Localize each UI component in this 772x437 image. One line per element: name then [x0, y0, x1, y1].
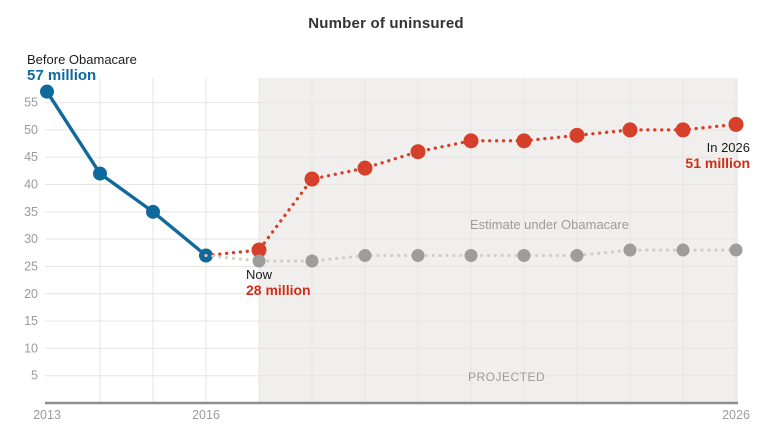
data-point-blue-2014: [93, 166, 107, 181]
annotation-now: Now 28 million: [246, 267, 311, 299]
annotation-projected-region-label: PROJECTED: [468, 370, 546, 384]
series-line-red: [204, 122, 738, 258]
x-axis-tick-label: 2026: [722, 408, 750, 422]
y-axis-tick-label: 30: [24, 232, 38, 246]
data-point-red-2023: [569, 127, 585, 143]
y-axis-tick-label: 15: [24, 314, 38, 328]
data-point-red-2018: [304, 171, 320, 187]
data-point-gray-2026: [729, 243, 743, 257]
y-axis-tick-label: 5: [31, 369, 38, 383]
annotation-before-value: 57 million: [27, 67, 97, 85]
annotation-in2026-value: 51 million: [685, 155, 750, 172]
y-axis-tick-label: 45: [24, 150, 38, 164]
annotation-in2026-label: In 2026: [706, 140, 750, 155]
data-point-gray-2019: [358, 249, 372, 263]
data-point-gray-2022: [517, 249, 531, 263]
data-point-red-2020: [410, 144, 426, 160]
y-axis-tick-label: 50: [24, 123, 38, 137]
x-axis-tick-label: 2016: [192, 408, 220, 422]
data-point-gray-2025: [676, 243, 690, 257]
data-point-gray-2018: [305, 254, 319, 268]
y-axis-tick-label: 25: [24, 259, 38, 273]
data-point-red-2017: [251, 242, 267, 258]
y-axis-tick-label: 35: [24, 205, 38, 219]
chart-title: Number of uninsured: [308, 15, 464, 32]
annotation-estimate-under-obamacare: Estimate under Obamacare: [470, 217, 629, 232]
data-point-red-2026: [728, 116, 744, 132]
data-point-gray-2024: [623, 243, 637, 257]
data-point-gray-2020: [411, 249, 425, 263]
x-axis-tick-label: 2013: [33, 408, 61, 422]
y-axis-tick-label: 55: [24, 96, 38, 110]
data-point-gray-2017: [252, 254, 266, 268]
data-point-gray-2021: [464, 249, 478, 263]
series-line-gray: [204, 248, 738, 263]
series-line-blue: [45, 90, 208, 257]
annotation-now-value: 28 million: [246, 282, 311, 299]
data-point-blue-2015: [146, 204, 160, 219]
data-point-red-2021: [463, 133, 479, 149]
data-point-red-2019: [357, 160, 373, 176]
data-point-gray-2023: [570, 249, 584, 263]
annotation-before-label: Before Obamacare: [27, 52, 137, 67]
data-point-red-2024: [622, 122, 638, 138]
y-axis-tick-label: 20: [24, 287, 38, 301]
y-axis-tick-label: 10: [24, 341, 38, 355]
annotation-in-2026: In 2026 51 million: [685, 140, 750, 172]
y-axis-tick-label: 40: [24, 178, 38, 192]
annotation-now-label: Now: [246, 267, 273, 282]
data-point-blue-2013: [40, 84, 54, 99]
annotation-before-obamacare: Before Obamacare 57 million: [27, 52, 137, 85]
data-point-red-2025: [675, 122, 691, 138]
projected-shaded-region: [259, 78, 738, 403]
data-point-red-2022: [516, 133, 532, 149]
